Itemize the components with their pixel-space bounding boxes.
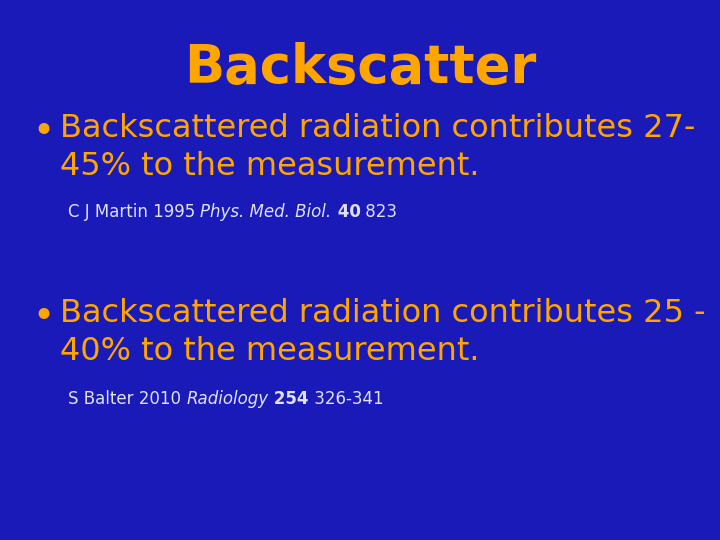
Text: •: • — [32, 300, 54, 336]
Text: Backscatter: Backscatter — [184, 42, 536, 94]
Text: 823: 823 — [361, 203, 397, 221]
Text: Backscattered radiation contributes 27-: Backscattered radiation contributes 27- — [60, 113, 696, 144]
Text: 40% to the measurement.: 40% to the measurement. — [60, 336, 480, 367]
Text: •: • — [32, 115, 54, 151]
Text: S Balter 2010: S Balter 2010 — [68, 390, 186, 408]
Text: 326-341: 326-341 — [309, 390, 384, 408]
Text: 45% to the measurement.: 45% to the measurement. — [60, 151, 480, 182]
Text: 40: 40 — [332, 203, 361, 221]
Text: 254: 254 — [269, 390, 309, 408]
Text: Backscattered radiation contributes 25 -: Backscattered radiation contributes 25 - — [60, 298, 706, 329]
Text: C J Martin 1995: C J Martin 1995 — [68, 203, 200, 221]
Text: Phys. Med. Biol.: Phys. Med. Biol. — [200, 203, 332, 221]
Text: Radiology: Radiology — [186, 390, 269, 408]
